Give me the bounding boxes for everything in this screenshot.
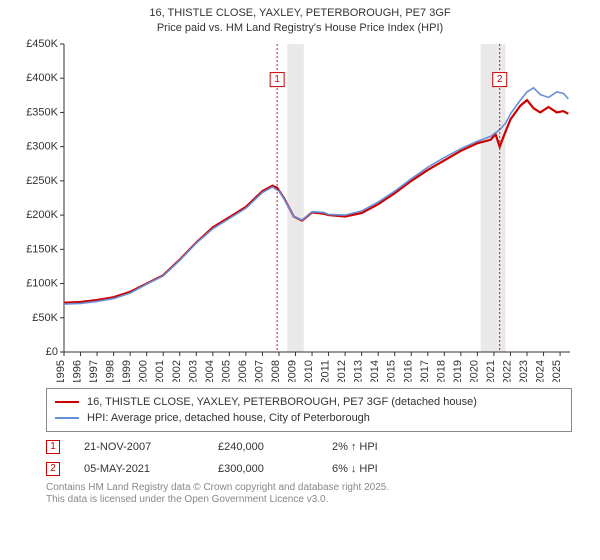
svg-text:2006: 2006 (237, 360, 249, 382)
svg-text:1995: 1995 (55, 360, 67, 382)
svg-text:2018: 2018 (435, 360, 447, 382)
svg-text:2015: 2015 (386, 360, 398, 382)
svg-text:2002: 2002 (171, 360, 183, 382)
svg-text:2013: 2013 (353, 360, 365, 382)
svg-text:£400K: £400K (26, 72, 58, 84)
event-row: 2 05-MAY-2021 £300,000 6% ↓ HPI (46, 458, 572, 480)
event-price: £240,000 (218, 441, 308, 453)
svg-text:1998: 1998 (105, 360, 117, 382)
legend-label: 16, THISTLE CLOSE, YAXLEY, PETERBOROUGH,… (87, 396, 477, 408)
svg-text:£150K: £150K (26, 243, 58, 255)
svg-text:£200K: £200K (26, 209, 58, 221)
event-number-badge: 2 (46, 462, 60, 476)
svg-text:2009: 2009 (287, 360, 299, 382)
svg-text:2024: 2024 (535, 360, 547, 382)
svg-text:£0: £0 (46, 346, 58, 358)
event-row: 1 21-NOV-2007 £240,000 2% ↑ HPI (46, 436, 572, 458)
svg-text:2007: 2007 (253, 360, 265, 382)
svg-text:2005: 2005 (220, 360, 232, 382)
arrow-up-icon: ↑ (351, 441, 357, 453)
svg-text:£300K: £300K (26, 140, 58, 152)
legend-label: HPI: Average price, detached house, City… (87, 412, 370, 424)
svg-text:2012: 2012 (336, 360, 348, 382)
svg-text:2021: 2021 (485, 360, 497, 382)
event-price: £300,000 (218, 463, 308, 475)
svg-text:2004: 2004 (204, 360, 216, 382)
legend: 16, THISTLE CLOSE, YAXLEY, PETERBOROUGH,… (46, 388, 572, 432)
arrow-down-icon: ↓ (351, 463, 357, 475)
chart-title-block: 16, THISTLE CLOSE, YAXLEY, PETERBOROUGH,… (0, 0, 600, 36)
event-date: 05-MAY-2021 (84, 463, 194, 475)
event-number-badge: 1 (46, 440, 60, 454)
title-line-1: 16, THISTLE CLOSE, YAXLEY, PETERBOROUGH,… (0, 6, 600, 21)
svg-text:2017: 2017 (419, 360, 431, 382)
title-line-2: Price paid vs. HM Land Registry's House … (0, 21, 600, 36)
legend-item: 16, THISTLE CLOSE, YAXLEY, PETERBOROUGH,… (55, 394, 563, 410)
legend-item: HPI: Average price, detached house, City… (55, 410, 563, 426)
event-date: 21-NOV-2007 (84, 441, 194, 453)
svg-text:£350K: £350K (26, 106, 58, 118)
svg-text:£450K: £450K (26, 38, 58, 50)
footnote: Contains HM Land Registry data © Crown c… (46, 482, 572, 507)
price-chart: £0 £50K £100K £150K £200K £250K £300K £350K £400… (20, 36, 580, 382)
footnote-line: Contains HM Land Registry data © Crown c… (46, 482, 572, 495)
legend-swatch (55, 417, 79, 419)
footnote-line: This data is licensed under the Open Gov… (46, 494, 572, 507)
svg-text:2016: 2016 (402, 360, 414, 382)
svg-text:£100K: £100K (26, 277, 58, 289)
events-table: 1 21-NOV-2007 £240,000 2% ↑ HPI 2 05-MAY… (46, 436, 572, 480)
event-delta: 2% ↑ HPI (332, 441, 442, 453)
svg-text:2025: 2025 (551, 360, 563, 382)
svg-text:2001: 2001 (154, 360, 166, 382)
event-delta: 6% ↓ HPI (332, 463, 442, 475)
legend-swatch (55, 401, 79, 403)
svg-text:2000: 2000 (138, 360, 150, 382)
svg-text:1999: 1999 (121, 360, 133, 382)
svg-text:2008: 2008 (270, 360, 282, 382)
svg-text:2014: 2014 (369, 360, 381, 382)
svg-text:£250K: £250K (26, 175, 58, 187)
svg-text:£50K: £50K (32, 311, 58, 323)
svg-text:2010: 2010 (303, 360, 315, 382)
svg-text:1: 1 (274, 74, 280, 85)
svg-text:2003: 2003 (187, 360, 199, 382)
svg-text:2023: 2023 (518, 360, 530, 382)
svg-text:2011: 2011 (320, 360, 332, 382)
svg-text:2: 2 (497, 74, 503, 85)
svg-text:1996: 1996 (72, 360, 84, 382)
svg-text:2022: 2022 (501, 360, 513, 382)
svg-text:2020: 2020 (468, 360, 480, 382)
svg-text:2019: 2019 (452, 360, 464, 382)
svg-text:1997: 1997 (88, 360, 100, 382)
